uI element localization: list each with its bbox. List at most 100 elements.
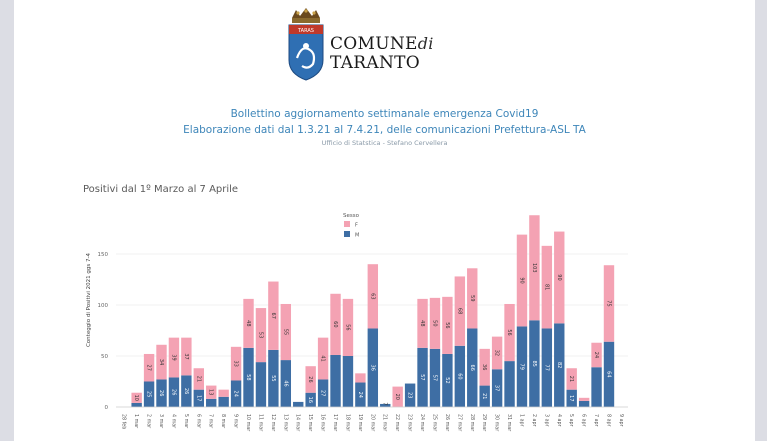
taranto-coat-of-arms-icon: TARAS — [288, 8, 324, 81]
data-label-f: 20 — [394, 394, 400, 400]
x-tick-label: 17 mar — [332, 414, 338, 431]
bar-m — [491, 369, 503, 407]
data-label-m: 23 — [407, 392, 413, 398]
data-label-m: 26 — [158, 390, 164, 396]
data-label-f: 90 — [518, 277, 524, 283]
legend-title: Sesso — [343, 213, 360, 219]
bar-m — [206, 398, 217, 407]
x-tick-label: 5 mar — [183, 414, 189, 428]
x-tick-label: 24 mar — [419, 414, 425, 431]
bar-m — [280, 360, 292, 407]
bar-m — [255, 362, 267, 407]
bar-f — [193, 368, 204, 390]
data-label-f: 81 — [543, 284, 549, 290]
x-tick-label: 4 apr — [556, 414, 562, 427]
data-label-m: 58 — [245, 374, 251, 380]
bar-m — [529, 320, 540, 407]
legend-label-f: F — [355, 223, 358, 229]
x-tick-label: 30 mar — [494, 414, 500, 431]
bar-f — [603, 265, 615, 342]
x-tick-label: 6 mar — [195, 414, 201, 428]
data-label-m: 57 — [419, 374, 425, 380]
bar-f — [516, 234, 528, 327]
data-label-m: 24 — [233, 391, 239, 397]
bar-m — [516, 326, 528, 407]
x-tick-label: 7 mar — [208, 414, 214, 428]
data-label-m: 55 — [270, 375, 276, 381]
bar-m — [268, 349, 279, 407]
data-label-m: 21 — [481, 393, 487, 399]
x-tick-label: 6 apr — [581, 414, 587, 427]
bar-f — [566, 368, 577, 390]
chart-title: Positivi dal 1º Marzo al 7 Aprile — [83, 184, 239, 195]
logo-comune: COMUNE — [330, 34, 418, 54]
bar-m — [566, 389, 577, 407]
x-tick-label: 2 apr — [531, 414, 537, 427]
bar-m — [330, 354, 341, 407]
legend-swatch-f — [344, 221, 350, 227]
bar-f — [143, 353, 155, 382]
x-tick-label: 7 apr — [593, 414, 599, 427]
bar-f — [181, 337, 192, 376]
y-axis-label: Conteggio di Positivi 2021 ggs 7-4 — [86, 252, 92, 347]
x-tick-label: 19 mar — [357, 414, 363, 431]
x-tick-label: 10 mar — [245, 414, 251, 431]
data-label-f: 90 — [556, 274, 562, 280]
data-label-f: 27 — [146, 365, 152, 371]
bar-f — [554, 231, 565, 324]
bar-f — [131, 392, 142, 403]
data-label-m: 82 — [556, 362, 562, 368]
legend-swatch-m — [344, 231, 350, 237]
bar-m — [355, 382, 366, 407]
x-tick-label: 14 mar — [295, 414, 301, 431]
x-tick-label: 2 mar — [146, 414, 152, 428]
logo-taranto: TARANTO — [330, 53, 421, 73]
bar-f — [442, 296, 453, 354]
data-label-f: 21 — [568, 376, 574, 382]
bar-m — [454, 345, 466, 407]
bar-f — [317, 337, 329, 380]
legend-label-m: M — [355, 233, 359, 239]
bar-m — [603, 341, 615, 407]
data-label-f: 59 — [469, 295, 475, 301]
data-label-m: 36 — [369, 365, 375, 371]
x-tick-label: 21 mar — [382, 414, 388, 431]
data-label-m: 37 — [494, 385, 500, 391]
bar-m — [342, 356, 354, 407]
bar-m — [554, 323, 565, 407]
x-tick-label: 15 mar — [307, 414, 313, 431]
svg-text:TARAS: TARAS — [297, 28, 314, 34]
bar-m — [504, 361, 515, 407]
data-label-f: 41 — [320, 355, 326, 361]
bar-f — [467, 268, 478, 329]
x-tick-label: 3 mar — [158, 414, 164, 428]
bar-f — [305, 366, 316, 393]
data-label-f: 56 — [506, 329, 512, 335]
bar-f — [268, 281, 279, 350]
y-tick-label: 150 — [98, 252, 109, 258]
bulletin-title: Bollettino aggiornamento settimanale eme… — [230, 108, 539, 120]
data-label-m: 52 — [444, 377, 450, 383]
data-label-m: 77 — [543, 365, 549, 371]
bar-m — [578, 400, 590, 407]
bar-m — [417, 347, 428, 407]
data-label-m: 27 — [320, 390, 326, 396]
x-tick-label: 27 mar — [456, 414, 462, 431]
bar-f — [255, 308, 267, 363]
bar-f — [578, 397, 590, 401]
data-label-m: 16 — [307, 397, 313, 403]
bar-m — [168, 377, 180, 407]
bar-f — [529, 215, 540, 321]
bar-f — [156, 344, 167, 380]
bulletin-credit: Ufficio di Statstica - Stefano Cerveller… — [321, 139, 448, 147]
data-label-m: 26 — [170, 389, 176, 395]
y-tick-label: 0 — [105, 405, 109, 411]
data-label-f: 75 — [605, 300, 611, 306]
data-label-m: 46 — [282, 380, 288, 386]
x-tick-label: 23 mar — [407, 414, 413, 431]
data-label-m: 26 — [183, 388, 189, 394]
bar-m — [181, 375, 192, 407]
data-label-m: 79 — [518, 364, 524, 370]
data-label-m: 85 — [531, 360, 537, 366]
